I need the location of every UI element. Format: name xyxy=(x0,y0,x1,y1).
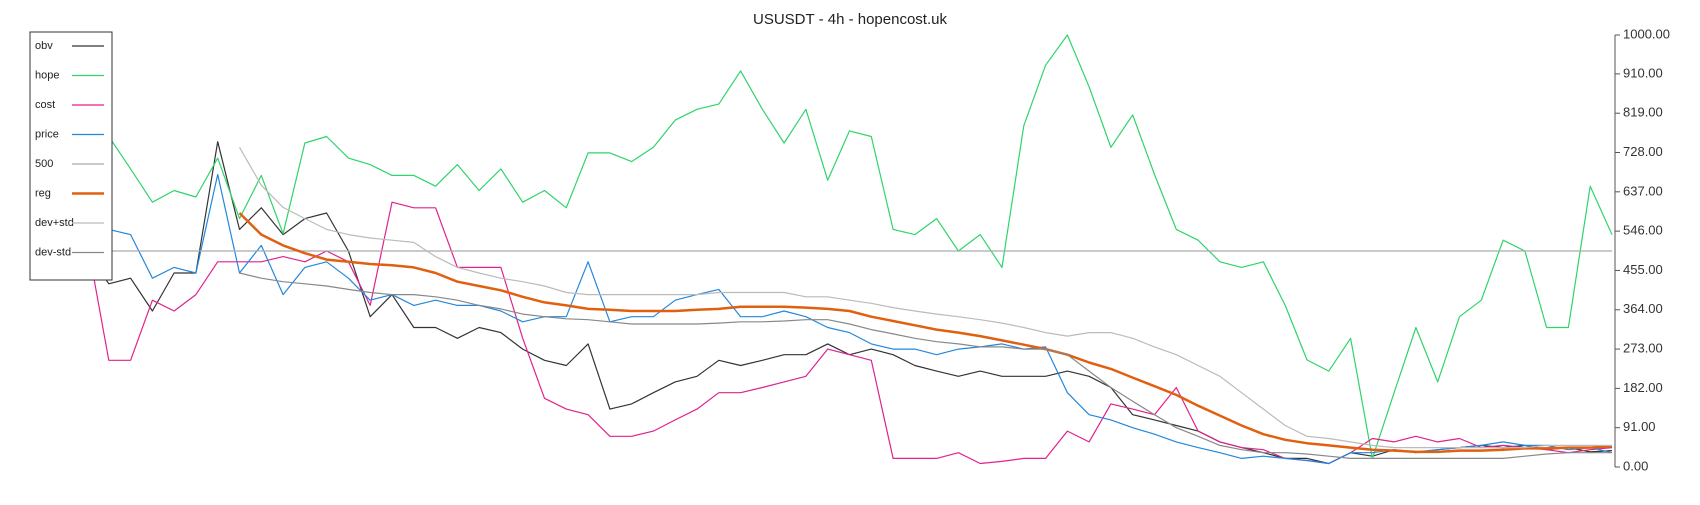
legend-label: cost xyxy=(35,99,55,111)
legend-label: price xyxy=(35,128,59,140)
legend-label: dev-std xyxy=(35,246,71,258)
legend-label: dev+std xyxy=(35,217,74,229)
y-tick-label: 910.00 xyxy=(1623,65,1663,80)
y-tick-label: 819.00 xyxy=(1623,105,1663,120)
chart-title: USUSDT - 4h - hopencost.uk xyxy=(753,11,947,28)
y-tick-label: 546.00 xyxy=(1623,223,1663,238)
y-tick-label: 364.00 xyxy=(1623,301,1663,316)
series-line xyxy=(86,173,1613,465)
legend: obv hope cost price 500 reg dev+std dev-std xyxy=(29,31,113,281)
y-tick-label: 0.00 xyxy=(1623,458,1648,473)
series-line xyxy=(239,272,1612,459)
y-tick-label: 273.00 xyxy=(1623,341,1663,356)
series-line xyxy=(238,147,1612,449)
legend-box xyxy=(29,31,113,281)
series-line xyxy=(238,212,1613,454)
y-tick-label: 455.00 xyxy=(1623,262,1663,277)
legend-label: hope xyxy=(35,69,59,81)
series-line xyxy=(86,141,1613,465)
y-tick-label: 637.00 xyxy=(1623,183,1663,198)
legend-label: obv xyxy=(35,40,53,52)
plot-lines xyxy=(86,34,1613,465)
legend-label: reg xyxy=(35,187,51,199)
y-tick-label: 182.00 xyxy=(1623,380,1663,395)
series-line xyxy=(87,34,1613,459)
y-tick-label: 1000.00 xyxy=(1623,26,1670,41)
y-tick-label: 91.00 xyxy=(1623,419,1656,434)
y-tick-label: 728.00 xyxy=(1623,144,1663,159)
legend-label: 500 xyxy=(35,158,53,170)
